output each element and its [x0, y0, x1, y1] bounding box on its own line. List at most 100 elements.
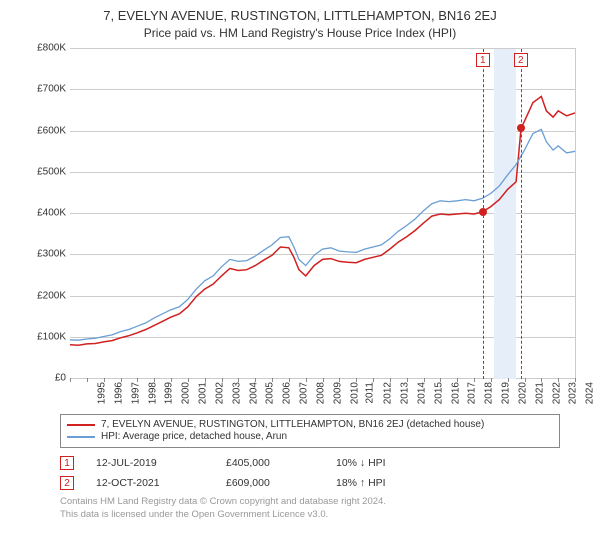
x-tick — [104, 378, 105, 382]
x-tick — [491, 378, 492, 382]
event-line — [521, 49, 522, 379]
x-tick-label: 2022 — [551, 382, 562, 404]
x-tick-label: 2012 — [382, 382, 393, 404]
x-tick — [457, 378, 458, 382]
event-date: 12-JUL-2019 — [96, 457, 226, 469]
x-tick-label: 2017 — [467, 382, 478, 404]
event-marker: 1 — [476, 53, 490, 67]
x-tick-label: 2005 — [265, 382, 276, 404]
x-tick — [390, 378, 391, 382]
footer-attribution: Contains HM Land Registry data © Crown c… — [60, 496, 588, 522]
chart-lines — [70, 49, 575, 379]
x-tick — [238, 378, 239, 382]
y-tick-label: £500K — [37, 166, 66, 177]
legend-swatch — [67, 424, 95, 426]
x-tick-label: 2002 — [214, 382, 225, 404]
x-tick-label: 1997 — [130, 382, 141, 404]
y-tick-label: £600K — [37, 125, 66, 136]
x-tick-label: 2024 — [584, 382, 595, 404]
footer-line2: This data is licensed under the Open Gov… — [60, 509, 588, 522]
x-tick-label: 2003 — [231, 382, 242, 404]
y-axis: £0£100K£200K£300K£400K£500K£600K£700K£80… — [22, 48, 68, 378]
legend-item: 7, EVELYN AVENUE, RUSTINGTON, LITTLEHAMP… — [67, 419, 553, 430]
x-tick — [356, 378, 357, 382]
x-tick — [541, 378, 542, 382]
footer-line1: Contains HM Land Registry data © Crown c… — [60, 496, 588, 509]
x-axis: 1995 1996 1997 1998 1999 2000 2001 2002 2003 2004… — [70, 378, 575, 408]
x-tick-label: 2016 — [450, 382, 461, 404]
series-line-hpi — [70, 129, 575, 340]
event-dot — [479, 208, 487, 216]
event-price: £405,000 — [226, 457, 336, 469]
legend-item: HPI: Average price, detached house, Arun — [67, 431, 553, 442]
event-date: 12-OCT-2021 — [96, 477, 226, 489]
x-tick — [289, 378, 290, 382]
x-tick — [575, 378, 576, 382]
x-tick — [558, 378, 559, 382]
chart-title: 7, EVELYN AVENUE, RUSTINGTON, LITTLEHAMP… — [12, 8, 588, 23]
y-tick-label: £400K — [37, 208, 66, 219]
plot-area: 12 — [70, 48, 576, 379]
x-tick-label: 2019 — [500, 382, 511, 404]
event-marker: 2 — [514, 53, 528, 67]
x-tick — [306, 378, 307, 382]
x-tick — [474, 378, 475, 382]
x-tick-label: 2011 — [365, 382, 376, 404]
x-tick — [508, 378, 509, 382]
x-tick — [87, 378, 88, 382]
event-row: 1 12-JUL-2019£405,00010% ↓ HPI — [60, 456, 560, 470]
legend-label: 7, EVELYN AVENUE, RUSTINGTON, LITTLEHAMP… — [101, 419, 484, 430]
x-tick — [137, 378, 138, 382]
x-tick — [154, 378, 155, 382]
y-tick-label: £0 — [55, 373, 66, 384]
legend: 7, EVELYN AVENUE, RUSTINGTON, LITTLEHAMP… — [60, 414, 560, 448]
y-tick-label: £800K — [37, 43, 66, 54]
y-tick-label: £100K — [37, 331, 66, 342]
x-tick — [272, 378, 273, 382]
x-tick-label: 2018 — [483, 382, 494, 404]
x-tick — [373, 378, 374, 382]
x-tick-label: 2006 — [281, 382, 292, 404]
x-tick — [525, 378, 526, 382]
x-tick-label: 1998 — [147, 382, 158, 404]
event-dot — [517, 124, 525, 132]
x-tick-label: 2007 — [298, 382, 309, 404]
x-tick-label: 2000 — [180, 382, 191, 404]
y-tick-label: £200K — [37, 290, 66, 301]
event-price: £609,000 — [226, 477, 336, 489]
x-tick-label: 2001 — [197, 382, 208, 404]
x-tick-label: 2015 — [433, 382, 444, 404]
event-row: 2 12-OCT-2021£609,00018% ↑ HPI — [60, 476, 560, 490]
x-tick-label: 1995 — [96, 382, 107, 404]
x-tick-label: 2014 — [416, 382, 427, 404]
x-tick — [407, 378, 408, 382]
x-tick-label: 2009 — [332, 382, 343, 404]
x-tick-label: 1996 — [113, 382, 124, 404]
x-tick-label: 2004 — [248, 382, 259, 404]
x-tick-label: 1999 — [164, 382, 175, 404]
legend-swatch — [67, 436, 95, 438]
event-change: 10% ↓ HPI — [336, 457, 466, 469]
y-tick-label: £300K — [37, 249, 66, 260]
x-tick — [424, 378, 425, 382]
event-row-marker: 1 — [60, 456, 74, 470]
x-tick — [339, 378, 340, 382]
chart-container: 7, EVELYN AVENUE, RUSTINGTON, LITTLEHAMP… — [0, 0, 600, 560]
events-table: 1 12-JUL-2019£405,00010% ↓ HPI 2 12-OCT-202… — [60, 456, 560, 490]
legend-label: HPI: Average price, detached house, Arun — [101, 431, 287, 442]
x-tick-label: 2008 — [315, 382, 326, 404]
x-tick — [188, 378, 189, 382]
event-change: 18% ↑ HPI — [336, 477, 466, 489]
chart-subtitle: Price paid vs. HM Land Registry's House … — [12, 26, 588, 40]
y-tick-label: £700K — [37, 84, 66, 95]
x-tick — [205, 378, 206, 382]
x-tick — [440, 378, 441, 382]
x-tick — [171, 378, 172, 382]
event-row-marker: 2 — [60, 476, 74, 490]
x-tick-label: 2013 — [399, 382, 410, 404]
x-tick — [255, 378, 256, 382]
x-tick — [222, 378, 223, 382]
x-tick-label: 2010 — [349, 382, 360, 404]
x-tick-label: 2020 — [517, 382, 528, 404]
x-tick — [121, 378, 122, 382]
